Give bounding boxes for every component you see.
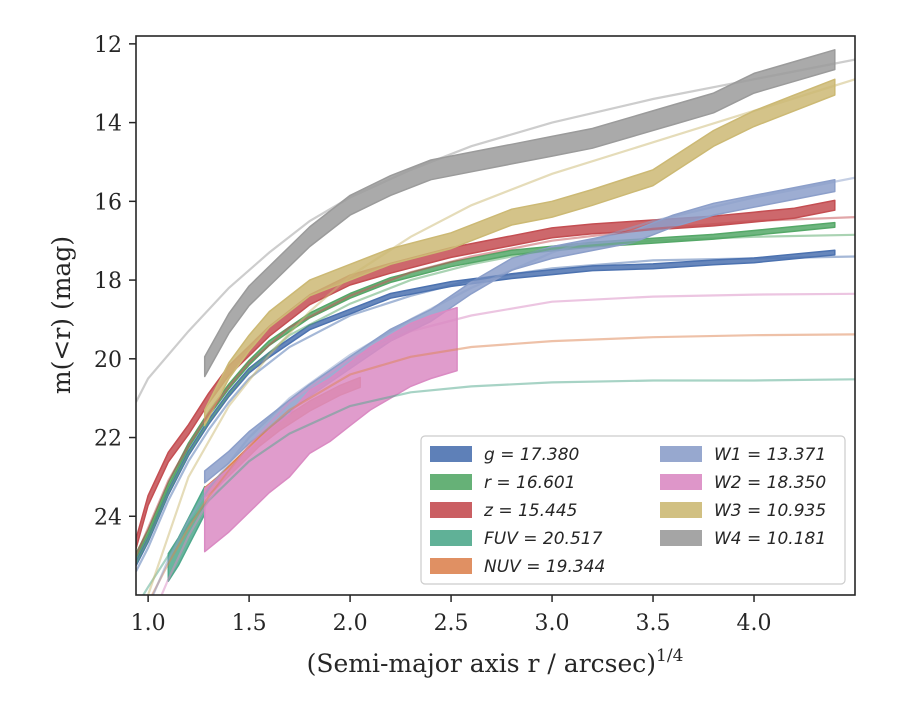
x-tick-label: 3.0: [535, 611, 570, 636]
model-line-NUV: [150, 333, 855, 595]
model-line-W4: [136, 58, 855, 403]
y-tick-label: 22: [94, 427, 122, 452]
y-axis-ticks: 12 14 16 18 20 22 24: [94, 33, 136, 530]
band-r: [136, 221, 836, 559]
model-line-W1: [151, 176, 855, 595]
x-tick-label: 4.0: [737, 611, 772, 636]
model-line-FUV: [141, 378, 855, 595]
y-tick-label: 24: [94, 505, 122, 530]
legend-label-r: r = 16.601: [484, 473, 576, 493]
x-tick-label: 3.5: [636, 611, 671, 636]
y-axis-label: m(<r) (mag): [47, 236, 76, 394]
y-tick-label: 18: [94, 269, 122, 294]
y-tick-label: 14: [94, 112, 122, 137]
legend-label-W3: W3 = 10.935: [714, 501, 826, 521]
legend-swatch-r: [430, 474, 472, 490]
model-line-r: [136, 233, 855, 565]
legend-swatch-W1: [660, 446, 702, 462]
x-tick-label: 2.0: [333, 611, 368, 636]
model-line-z: [136, 216, 855, 557]
legend-swatch-W3: [660, 502, 702, 518]
x-tick-label: 1.0: [131, 611, 166, 636]
legend-label-FUV: FUV = 20.517: [484, 529, 603, 549]
legend-swatch-W4: [660, 530, 702, 546]
plot-frame: [135, 35, 856, 596]
model-lines: [136, 58, 855, 595]
x-axis-label: (Semi-major axis r / arcsec)1/4: [307, 646, 684, 678]
x-tick-label: 1.5: [232, 611, 267, 636]
model-line-W2: [160, 292, 855, 595]
model-line-W3: [146, 78, 855, 595]
legend-swatch-FUV: [430, 530, 472, 546]
legend-swatch-g: [430, 446, 472, 462]
legend-swatch-z: [430, 502, 472, 518]
legend-swatch-NUV: [430, 558, 472, 574]
x-tick-label: 2.5: [434, 611, 469, 636]
legend-label-W2: W2 = 18.350: [714, 473, 826, 493]
legend-box: [420, 435, 846, 585]
y-tick-label: 20: [94, 348, 122, 373]
legend-label-g: g = 17.380: [484, 445, 579, 465]
legend-label-NUV: NUV = 19.344: [484, 557, 605, 577]
band-W3: [203, 78, 836, 427]
y-tick-label: 16: [94, 190, 122, 215]
legend-label-W4: W4 = 10.181: [714, 529, 826, 549]
legend-label-W1: W1 = 13.371: [714, 445, 826, 465]
model-line-g: [136, 255, 855, 572]
series-bands: [136, 49, 836, 582]
legend: g = 17.380 r = 16.601 z = 15.445 FUV = 20.5…: [420, 435, 846, 585]
y-tick-label: 12: [94, 33, 122, 58]
x-axis-ticks: 1.0 1.5 2.0 2.5 3.0 3.5 4.0: [131, 595, 772, 636]
legend-swatch-W2: [660, 474, 702, 490]
band-W4: [203, 49, 836, 378]
legend-label-z: z = 15.445: [483, 501, 577, 521]
